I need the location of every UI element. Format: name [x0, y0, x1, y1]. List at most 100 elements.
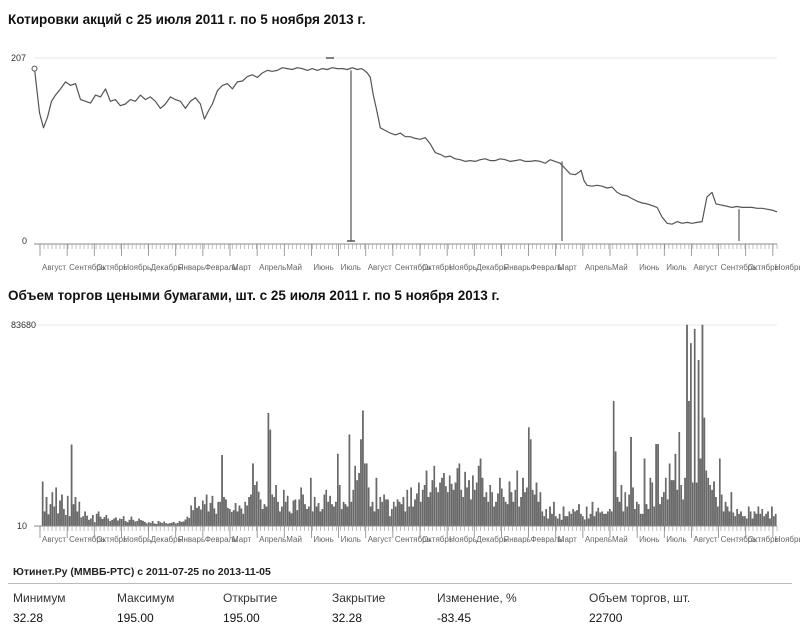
- volume-bar: [661, 497, 663, 527]
- volume-bar: [342, 501, 345, 527]
- volume-bar: [97, 511, 100, 527]
- volume-bar: [738, 513, 740, 527]
- volume-bar: [726, 506, 729, 527]
- volume-bar: [61, 494, 63, 527]
- volume-bar: [173, 522, 175, 527]
- volume-bar: [86, 515, 88, 527]
- volume-bar: [147, 522, 150, 527]
- volume-bar: [560, 519, 563, 527]
- x-tick-label: Октябрь: [748, 263, 779, 272]
- volume-bar: [122, 516, 125, 527]
- volume-bar: [57, 513, 59, 527]
- volume-bar: [82, 516, 84, 527]
- x-tick-label: Август: [368, 263, 392, 272]
- volume-bar: [360, 439, 362, 527]
- volume-bar: [599, 512, 602, 527]
- volume-bar: [136, 521, 139, 527]
- volume-bar: [603, 513, 605, 527]
- volume-bar: [468, 480, 470, 527]
- volume-bar: [645, 504, 648, 527]
- volume-bar: [429, 492, 432, 527]
- volume-bar: [292, 500, 295, 527]
- volume-bar: [751, 518, 754, 527]
- volume-bar: [666, 499, 669, 527]
- volume-bar: [49, 504, 52, 527]
- volume-bar: [636, 501, 638, 527]
- volume-bar: [427, 497, 430, 527]
- volume-bar: [531, 489, 534, 527]
- x-tick-label: Апрель: [585, 263, 612, 272]
- x-tick-label: Март: [232, 263, 251, 272]
- volume-bar: [178, 521, 181, 527]
- volume-bar: [209, 503, 212, 527]
- volume-bar: [41, 481, 44, 527]
- volume-bar: [616, 497, 619, 527]
- x-tick-label: Апрель: [585, 535, 612, 544]
- volume-bar: [510, 492, 513, 527]
- volume-bar: [742, 516, 744, 527]
- stat-value: -83.45: [437, 611, 472, 625]
- volume-bar: [458, 463, 461, 527]
- x-tick-label: Октябрь: [96, 263, 127, 272]
- volume-bar: [192, 510, 194, 527]
- volume-bar: [323, 494, 326, 527]
- stat-value: 195.00: [223, 611, 260, 625]
- volume-bar: [693, 328, 696, 527]
- volume-bar: [547, 518, 549, 527]
- volume-bar: [717, 506, 719, 527]
- volume-bar: [699, 458, 702, 527]
- volume-bar: [659, 504, 661, 527]
- volume-bar: [477, 465, 480, 527]
- volume-bar: [423, 485, 426, 527]
- volume-bar: [80, 517, 83, 527]
- volume-bar: [128, 519, 131, 527]
- volume-bar: [705, 470, 708, 527]
- volume-bar: [275, 485, 277, 527]
- volume-bar: [533, 494, 536, 527]
- volume-bar: [653, 506, 656, 527]
- x-tick-label: Ноябрь: [775, 535, 800, 544]
- volume-bar: [99, 516, 102, 527]
- volume-bar: [180, 522, 183, 527]
- y-tick-label: 0: [22, 236, 27, 246]
- volume-bar: [45, 497, 48, 527]
- volume-bar: [497, 493, 499, 527]
- volume-bar: [329, 495, 331, 527]
- volume-bar: [126, 522, 129, 527]
- x-tick-label: Февраль: [531, 535, 564, 544]
- volume-bar: [90, 518, 92, 527]
- volume-bar: [74, 497, 77, 527]
- volume-chart-title: Объем торгов цеными бумагами, шт. с 25 и…: [8, 288, 500, 303]
- volume-bar: [450, 483, 453, 527]
- volume-bar: [595, 511, 598, 527]
- volume-bar: [655, 444, 657, 527]
- volume-bar: [124, 521, 127, 527]
- x-tick-label: Март: [558, 263, 577, 272]
- y-tick-label: 10: [17, 521, 27, 531]
- volume-bar: [628, 494, 630, 527]
- volume-bar: [691, 482, 694, 527]
- volume-bar: [344, 504, 347, 527]
- volume-bar: [732, 512, 735, 527]
- volume-bar: [230, 511, 233, 527]
- volume-bar: [68, 516, 71, 527]
- volume-bar: [643, 458, 646, 527]
- x-tick-label: Август: [693, 263, 717, 272]
- volume-bar: [263, 504, 266, 527]
- volume-bar: [317, 503, 320, 527]
- volume-bar: [678, 432, 681, 527]
- volume-bar: [614, 451, 617, 527]
- volume-bar: [304, 504, 306, 527]
- volume-bar: [271, 494, 274, 527]
- separator-line: [8, 583, 792, 584]
- x-tick-label: Февраль: [205, 535, 238, 544]
- volume-bar: [682, 499, 684, 527]
- volume-bar: [248, 497, 250, 527]
- volume-bar: [410, 487, 412, 527]
- volume-bar: [771, 506, 773, 527]
- volume-bar: [84, 511, 86, 527]
- volume-bar: [485, 492, 488, 527]
- volume-bar: [487, 501, 490, 527]
- stat-close: Закрытие 32.28: [332, 590, 385, 626]
